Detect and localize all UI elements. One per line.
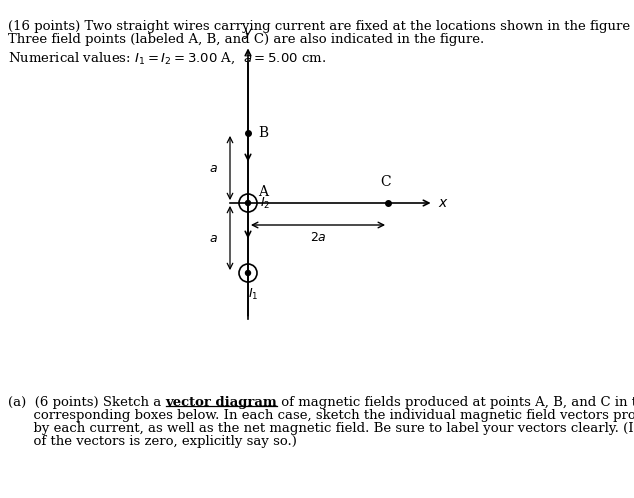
Text: $I_2$: $I_2$ bbox=[260, 195, 270, 211]
Text: of the vectors is zero, explicitly say so.): of the vectors is zero, explicitly say s… bbox=[8, 435, 297, 448]
Text: corresponding boxes below. In each case, sketch the individual magnetic field ve: corresponding boxes below. In each case,… bbox=[8, 409, 634, 422]
Text: of magnetic fields produced at points A, B, and C in the: of magnetic fields produced at points A,… bbox=[277, 396, 634, 409]
Text: (a)  (6 points) Sketch a: (a) (6 points) Sketch a bbox=[8, 396, 165, 409]
Text: $a$: $a$ bbox=[209, 161, 218, 174]
Text: $x$: $x$ bbox=[438, 196, 449, 210]
Text: C: C bbox=[380, 175, 391, 189]
Text: Three field points (labeled A, B, and C) are also indicated in the figure.: Three field points (labeled A, B, and C)… bbox=[8, 33, 484, 46]
Text: by each current, as well as the net magnetic field. Be sure to label your vector: by each current, as well as the net magn… bbox=[8, 422, 634, 435]
Circle shape bbox=[245, 270, 250, 275]
Text: $y$: $y$ bbox=[243, 25, 254, 41]
Text: $I_1$: $I_1$ bbox=[248, 287, 258, 302]
Text: (16 points) Two straight wires carrying current are fixed at the locations shown: (16 points) Two straight wires carrying … bbox=[8, 20, 634, 33]
Text: B: B bbox=[258, 126, 268, 140]
Circle shape bbox=[245, 201, 250, 206]
Text: Numerical values: $I_1 = I_2 = 3.00$ A,  $a = 5.00$ cm.: Numerical values: $I_1 = I_2 = 3.00$ A, … bbox=[8, 51, 327, 66]
Text: $a$: $a$ bbox=[209, 232, 218, 245]
Text: vector diagram: vector diagram bbox=[165, 396, 277, 409]
Text: A: A bbox=[258, 185, 268, 199]
Text: $2a$: $2a$ bbox=[309, 231, 327, 244]
